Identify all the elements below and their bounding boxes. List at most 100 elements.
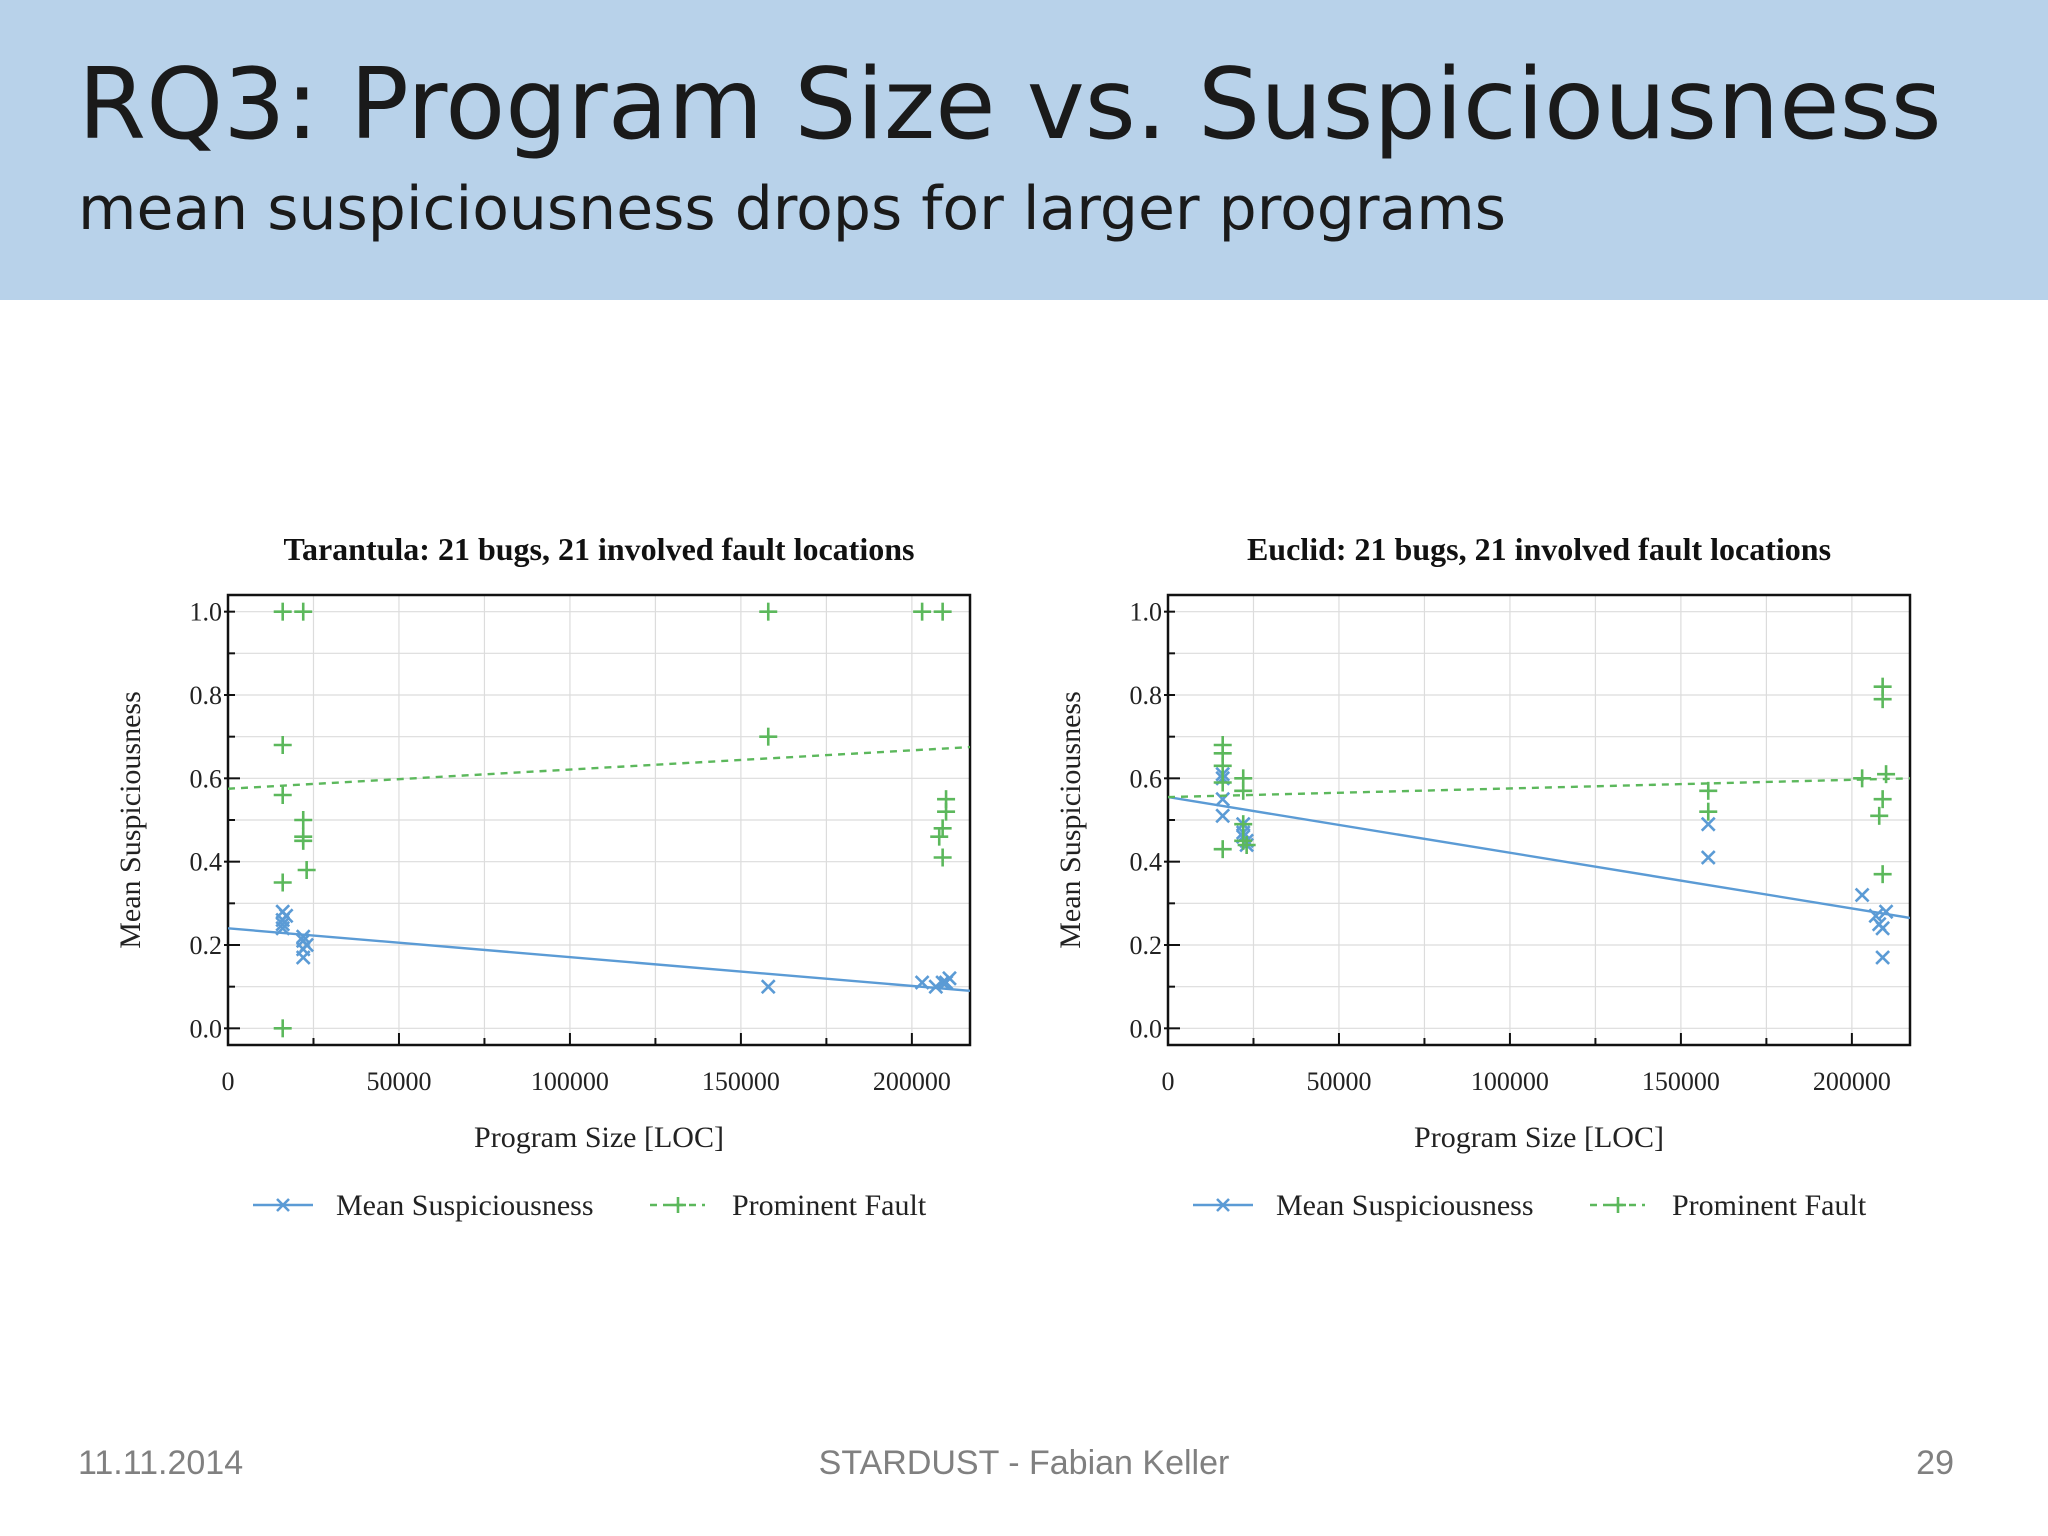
tarantula-axis-ticks <box>224 610 913 1045</box>
legend-label-mean: Mean Suspiciousness <box>336 1189 594 1222</box>
data-point-plus <box>273 786 292 804</box>
tarantula-x-tick-label: 100000 <box>531 1067 609 1096</box>
data-point-plus <box>1873 790 1892 809</box>
euclid-y-tick-label: 0.6 <box>1130 764 1163 793</box>
marker-stroke <box>1700 816 1716 832</box>
tarantula-grid <box>228 595 970 1045</box>
euclid-x-tick-label: 0 <box>1162 1067 1175 1096</box>
data-point-plus <box>759 602 778 621</box>
marker-stroke <box>914 975 930 990</box>
euclid-chart-svg: Euclid: 21 bugs, 21 involved fault locat… <box>1054 531 1912 1222</box>
legend-swatch-fault <box>1590 1197 1645 1213</box>
data-point-x <box>1700 816 1716 832</box>
data-point-x <box>1854 887 1870 903</box>
footer-author: STARDUST - Fabian Keller <box>818 1444 1230 1482</box>
data-point-x <box>295 950 311 965</box>
data-point-plus <box>1853 769 1872 788</box>
data-point-x <box>278 908 294 924</box>
tarantula-chart-title: Tarantula: 21 bugs, 21 involved fault lo… <box>284 531 915 567</box>
data-point-x <box>928 979 944 995</box>
legend-marker <box>1216 1198 1230 1212</box>
tarantula-x-tick-label: 0 <box>222 1067 235 1096</box>
data-point-x <box>935 975 951 990</box>
page-number: 29 <box>1916 1444 1954 1482</box>
data-point-plus <box>273 602 292 621</box>
euclid-trend-line-mean <box>1168 795 1910 920</box>
marker-stroke <box>760 979 776 995</box>
euclid-axis-ticks <box>1164 610 1853 1045</box>
data-point-plus <box>1234 831 1253 850</box>
footer-date: 11.11.2014 <box>78 1444 244 1482</box>
euclid-chart: Euclid: 21 bugs, 21 involved fault locat… <box>1000 520 1980 1240</box>
data-point-plus <box>1699 802 1718 821</box>
tarantula-trend-line-mean <box>228 927 970 993</box>
euclid-y-tick-label: 1.0 <box>1130 598 1163 627</box>
data-point-x <box>1875 920 1891 936</box>
legend-swatch-fault <box>650 1197 705 1213</box>
marker-stroke <box>295 929 311 945</box>
marker-stroke <box>928 979 944 995</box>
tarantula-y-tick-label: 0.2 <box>190 931 223 960</box>
euclid-y-tick-label: 0.0 <box>1130 1014 1163 1043</box>
data-point-plus <box>273 736 292 754</box>
data-point-plus <box>759 727 778 746</box>
euclid-x-tick-label: 100000 <box>1471 1067 1549 1096</box>
euclid-chart-title: Euclid: 21 bugs, 21 involved fault locat… <box>1247 531 1831 567</box>
tarantula-series-mean <box>228 904 970 995</box>
data-point-plus <box>1237 836 1256 854</box>
euclid-x-axis-label: Program Size [LOC] <box>1414 1121 1664 1154</box>
data-point-plus <box>294 811 313 829</box>
data-point-x <box>1868 908 1884 924</box>
data-point-x <box>914 975 930 990</box>
data-point-x <box>1875 950 1891 965</box>
data-point-x <box>1878 904 1894 920</box>
data-point-x <box>275 916 291 932</box>
data-point-x <box>942 970 957 986</box>
tarantula-chart: Tarantula: 21 bugs, 21 involved fault lo… <box>60 520 1040 1240</box>
slide-title: RQ3: Program Size vs. Suspiciousness <box>78 48 1942 162</box>
data-point-plus <box>1213 840 1232 859</box>
marker-stroke <box>1875 920 1891 936</box>
data-point-plus <box>913 602 932 621</box>
data-point-plus <box>273 1019 292 1038</box>
legend-swatch-mean <box>253 1198 313 1212</box>
euclid-x-tick-label: 200000 <box>1813 1067 1891 1096</box>
legend-label-fault: Prominent Fault <box>1672 1189 1867 1222</box>
marker-stroke <box>942 970 957 986</box>
euclid-y-tick-label: 0.2 <box>1130 931 1163 960</box>
marker-stroke <box>1215 791 1231 807</box>
tarantula-x-tick-label: 200000 <box>873 1067 951 1096</box>
data-point-plus <box>1213 756 1232 775</box>
data-point-plus <box>1870 806 1889 825</box>
tarantula-x-axis-label: Program Size [LOC] <box>474 1121 724 1154</box>
euclid-legend: Mean Suspiciousness Prominent Fault <box>1193 1189 1867 1222</box>
euclid-trend-line-fault <box>1168 777 1910 799</box>
data-point-plus <box>1873 865 1892 884</box>
data-point-plus <box>933 819 952 838</box>
marker-stroke <box>1875 950 1891 965</box>
data-point-plus <box>1234 815 1253 834</box>
euclid-series-mean <box>1168 766 1910 965</box>
marker-stroke <box>275 916 291 932</box>
data-point-x <box>760 979 776 995</box>
legend-swatch-mean <box>1193 1198 1253 1212</box>
tarantula-y-tick-label: 1.0 <box>190 598 223 627</box>
data-point-plus <box>294 831 313 850</box>
euclid-y-axis-label: Mean Suspiciousness <box>1054 691 1087 949</box>
marker-stroke <box>299 937 315 953</box>
data-point-x <box>275 920 291 936</box>
legend-label-fault: Prominent Fault <box>732 1189 927 1222</box>
data-point-x <box>299 937 315 953</box>
marker-stroke <box>1215 808 1231 824</box>
marker-stroke <box>1854 887 1870 903</box>
slide-header: RQ3: Program Size vs. Suspiciousness mea… <box>0 0 2048 300</box>
tarantula-x-tick-label: 50000 <box>366 1067 431 1096</box>
euclid-x-tick-label: 50000 <box>1306 1067 1371 1096</box>
data-point-plus <box>930 827 949 846</box>
data-point-plus <box>1213 773 1232 792</box>
marker-stroke <box>1700 850 1716 865</box>
legend-marker <box>276 1198 290 1212</box>
tarantula-x-tick-label: 150000 <box>702 1067 780 1096</box>
data-point-plus <box>1873 690 1892 709</box>
data-point-plus <box>933 602 952 621</box>
